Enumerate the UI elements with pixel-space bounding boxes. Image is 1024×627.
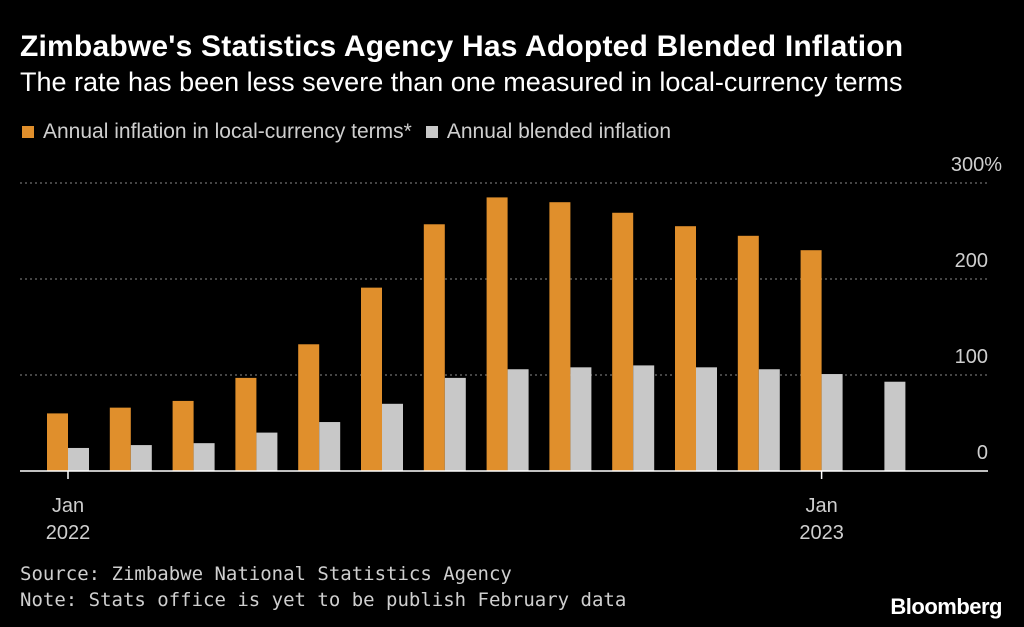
bar-local — [298, 344, 320, 471]
bloomberg-logo: Bloomberg — [890, 594, 1002, 619]
bar-blended — [884, 381, 906, 471]
legend-swatch-local — [22, 126, 34, 138]
legend-label-blended: Annual blended inflation — [446, 120, 672, 143]
bar-local — [675, 226, 696, 471]
bar-blended — [758, 369, 780, 471]
bar-local — [109, 407, 131, 471]
legend-label-local: Annual inflation in local-currency terms… — [43, 120, 412, 143]
bar-local — [235, 377, 257, 471]
bar-blended — [696, 367, 717, 471]
legend-swatch-blended — [425, 126, 438, 138]
y-tick-label: 100 — [955, 346, 988, 368]
y-tick-label: 300% — [951, 154, 1002, 176]
bar-local — [612, 212, 634, 471]
chart-title: Zimbabwe's Statistics Agency Has Adopted… — [20, 30, 904, 63]
y-tick-label: 0 — [977, 442, 988, 464]
bar-chart: 0 100 200 300% Jan 2022 Jan 2023 — [20, 154, 1002, 544]
legend-item-local: Annual inflation in local-currency terms… — [22, 120, 412, 144]
bar-blended — [507, 369, 529, 471]
bar-blended — [382, 403, 403, 471]
data-note: Note: Stats office is yet to be publish … — [20, 589, 627, 611]
bar-local — [47, 413, 68, 471]
chart-subtitle: The rate has been less severe than one m… — [20, 67, 903, 97]
bar-local — [172, 400, 194, 471]
bar-local — [423, 224, 445, 471]
bar-blended — [821, 374, 843, 471]
legend-item-blended: Annual blended inflation — [425, 120, 672, 144]
bar-blended — [68, 447, 89, 471]
x-tick-label-month: Jan — [805, 495, 837, 517]
bar-blended — [570, 367, 592, 471]
bar-blended — [319, 422, 341, 471]
bar-local — [549, 202, 571, 471]
x-tick-label-month: Jan — [52, 495, 84, 517]
bar-blended — [633, 365, 655, 471]
y-tick-label: 200 — [955, 250, 988, 272]
x-tick-label-year: 2022 — [46, 522, 91, 544]
bar-local — [486, 197, 508, 471]
bar-local — [361, 287, 382, 471]
bar-local — [737, 235, 759, 471]
bar-blended — [193, 443, 215, 471]
bar-blended — [130, 445, 152, 471]
x-tick-label-year: 2023 — [799, 522, 844, 544]
bar-blended — [444, 377, 466, 471]
bar-blended — [256, 432, 278, 471]
bar-local — [800, 250, 822, 471]
source-note: Source: Zimbabwe National Statistics Age… — [20, 563, 512, 585]
legend: Annual inflation in local-currency terms… — [22, 120, 685, 144]
